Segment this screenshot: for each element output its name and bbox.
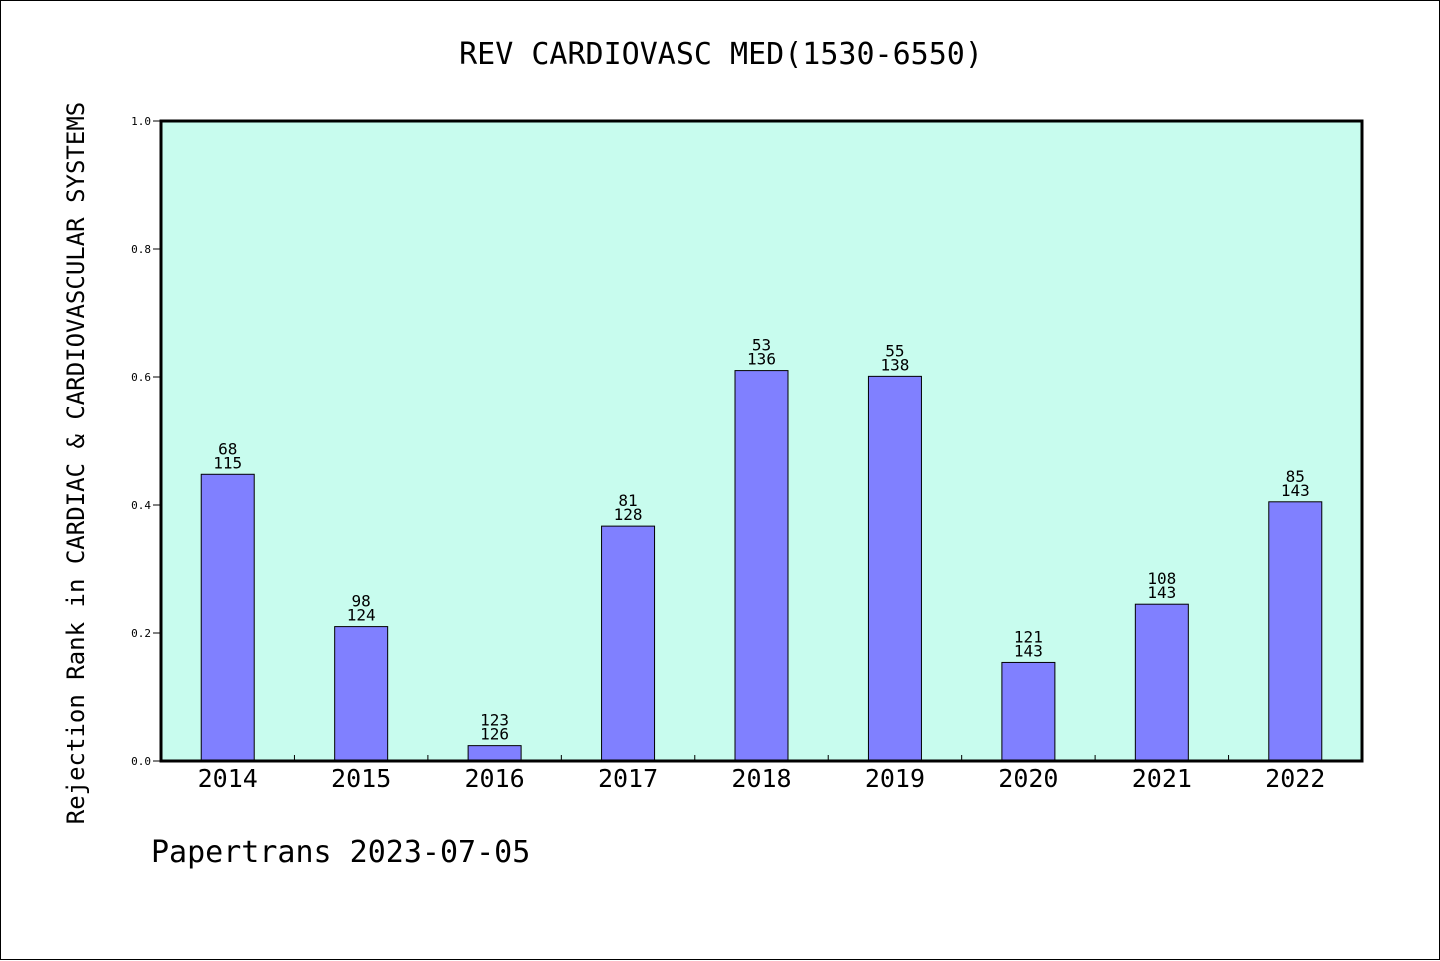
x-tick-label-2014: 2014	[198, 764, 258, 793]
bar-label-top-2014: 68	[218, 439, 237, 458]
bar-label-bottom-2015: 124	[347, 606, 376, 625]
bar-label-bottom-2016: 126	[480, 725, 509, 744]
bar-label-top-2022: 85	[1286, 467, 1305, 486]
chart-title: REV CARDIOVASC MED(1530-6550)	[459, 37, 983, 72]
bar-label-top-2019: 55	[885, 341, 904, 360]
bar-2020	[1001, 661, 1056, 762]
x-tick-label-2019: 2019	[865, 764, 925, 793]
bar-label-bottom-2021: 143	[1147, 583, 1176, 602]
y-tick-label-0.0: 0.0	[131, 755, 151, 768]
bar-label-bottom-2022: 143	[1281, 481, 1310, 500]
y-tick-label-0.4: 0.4	[131, 499, 151, 512]
x-tick-label-2022: 2022	[1265, 764, 1325, 793]
bar-label-bottom-2020: 143	[1014, 641, 1043, 660]
y-tick-label-1.0: 1.0	[131, 115, 151, 128]
bar-2021	[1134, 603, 1189, 762]
bar-2016	[467, 745, 522, 762]
bar-label-top-2018: 53	[752, 336, 771, 355]
x-tick-label-2016: 2016	[465, 764, 525, 793]
bar-label-top-2020: 121	[1014, 627, 1043, 646]
bar-2014	[200, 473, 255, 762]
x-tick-label-2018: 2018	[731, 764, 791, 793]
bar-label-top-2021: 108	[1147, 569, 1176, 588]
x-tick-label-2015: 2015	[331, 764, 391, 793]
bar-label-bottom-2018: 136	[747, 350, 776, 369]
bar-2017	[601, 525, 656, 762]
bar-label-top-2017: 81	[618, 491, 637, 510]
x-tick-label-2017: 2017	[598, 764, 658, 793]
bar-2015	[334, 626, 389, 762]
bar-label-top-2015: 98	[352, 592, 371, 611]
y-tick-label-0.6: 0.6	[131, 371, 151, 384]
bar-label-top-2016: 123	[480, 711, 509, 730]
bar-2019	[867, 375, 922, 762]
bar-2022	[1268, 501, 1323, 762]
plot-border	[159, 119, 1364, 763]
bar-label-bottom-2019: 138	[880, 355, 909, 374]
footer-credit: Papertrans 2023-07-05	[151, 835, 531, 870]
bar-label-bottom-2017: 128	[614, 505, 643, 524]
y-tick-label-0.8: 0.8	[131, 243, 151, 256]
bar-2018	[734, 370, 789, 762]
y-tick-label-0.2: 0.2	[131, 627, 151, 640]
x-tick-label-2021: 2021	[1132, 764, 1192, 793]
x-tick-label-2020: 2020	[998, 764, 1058, 793]
bar-label-bottom-2014: 115	[213, 453, 242, 472]
